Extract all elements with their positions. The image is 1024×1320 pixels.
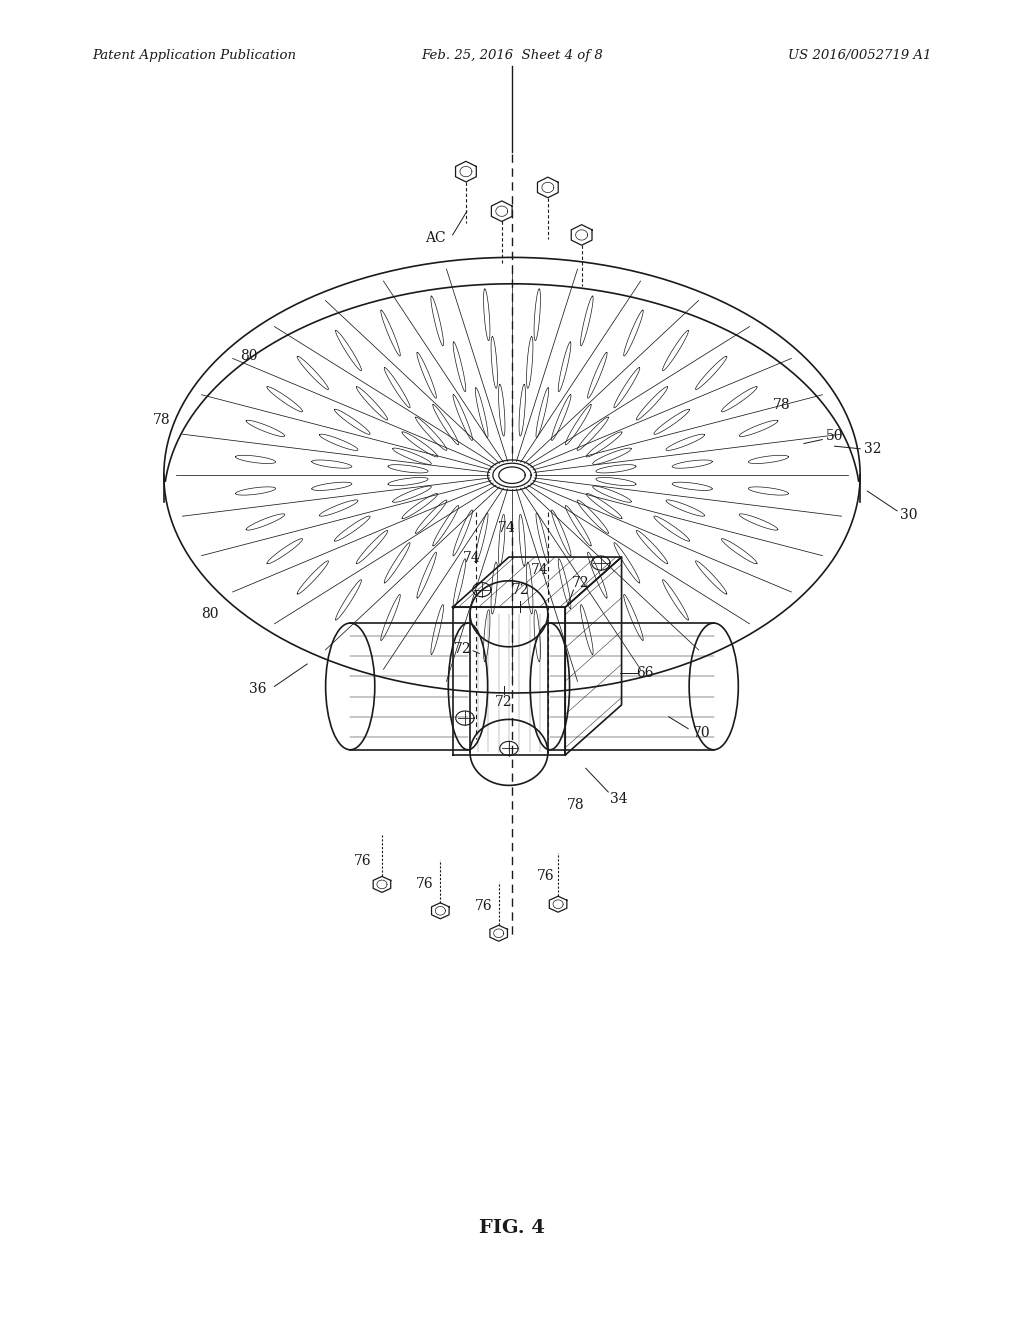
Text: 30: 30	[899, 508, 918, 521]
Text: 78: 78	[566, 799, 585, 812]
Text: 72: 72	[511, 583, 529, 597]
Text: 32: 32	[863, 442, 882, 455]
Text: 34: 34	[609, 792, 628, 805]
Text: 72: 72	[454, 643, 472, 656]
Text: 72: 72	[571, 577, 590, 590]
Text: 76: 76	[353, 854, 372, 867]
Text: Feb. 25, 2016  Sheet 4 of 8: Feb. 25, 2016 Sheet 4 of 8	[421, 49, 603, 62]
Text: Patent Application Publication: Patent Application Publication	[92, 49, 296, 62]
Text: 74: 74	[530, 564, 549, 577]
Text: 78: 78	[772, 399, 791, 412]
Text: 74: 74	[463, 552, 481, 565]
Text: 50: 50	[825, 429, 844, 442]
Text: 76: 76	[537, 870, 555, 883]
Text: FIG. 4: FIG. 4	[479, 1218, 545, 1237]
Text: 36: 36	[249, 682, 267, 696]
Text: US 2016/0052719 A1: US 2016/0052719 A1	[788, 49, 932, 62]
Text: 70: 70	[692, 726, 711, 739]
Text: 76: 76	[474, 899, 493, 912]
Text: 72: 72	[495, 696, 513, 709]
Text: 76: 76	[416, 878, 434, 891]
Text: 80: 80	[201, 607, 219, 620]
Text: 66: 66	[636, 667, 654, 680]
Text: 78: 78	[153, 413, 171, 426]
Text: AC: AC	[425, 231, 445, 244]
Text: 74: 74	[498, 521, 516, 535]
Text: 80: 80	[240, 350, 258, 363]
